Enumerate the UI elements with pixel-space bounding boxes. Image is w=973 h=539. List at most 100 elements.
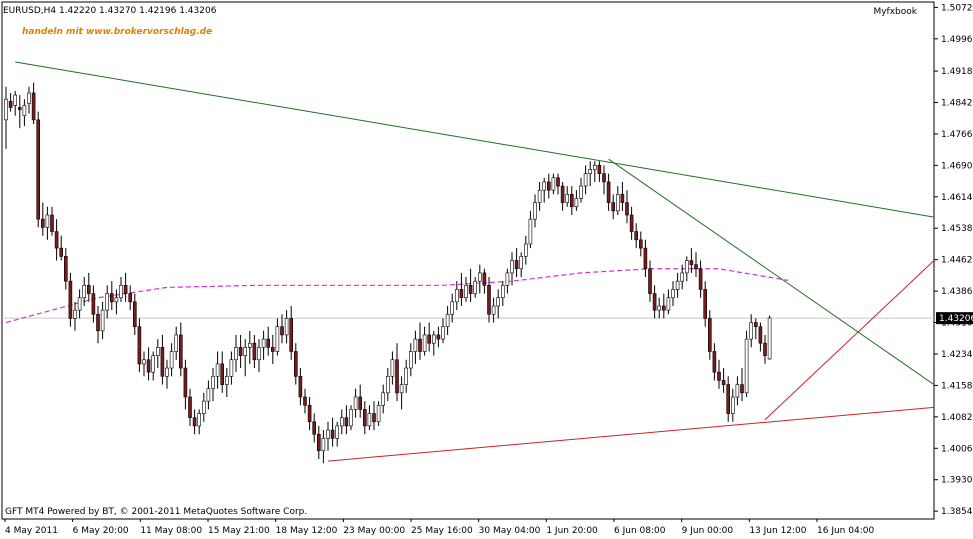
candle-body <box>54 231 59 249</box>
candle-body <box>602 173 606 183</box>
candle-body <box>31 92 36 121</box>
candle-body <box>735 384 740 398</box>
candle-body <box>8 100 13 108</box>
y-tick-label: 1.47660 <box>941 130 973 140</box>
moving-average-layer <box>5 268 789 324</box>
candle-body <box>225 376 229 385</box>
candle-body <box>763 342 767 356</box>
candle-body <box>110 293 114 303</box>
candle-body <box>142 359 146 365</box>
candle-body <box>698 268 703 290</box>
candle-body <box>721 380 726 385</box>
candle-body <box>726 384 731 414</box>
candle-body <box>123 285 128 294</box>
candle-body <box>59 247 64 257</box>
candle-body <box>505 272 510 286</box>
candle-body <box>362 409 367 427</box>
candle-body <box>266 338 271 348</box>
x-tick-label: 18 May 12:00 <box>276 526 338 536</box>
candle-body <box>454 289 459 303</box>
candle-body <box>730 396 735 414</box>
candle-body <box>638 239 643 249</box>
y-tick-label: 1.43860 <box>941 287 973 297</box>
y-tick-label: 1.40820 <box>941 413 973 423</box>
y-tick-label: 1.44620 <box>941 256 973 266</box>
candle-body <box>464 285 468 299</box>
candle-body <box>385 376 390 394</box>
candle-body <box>174 334 178 352</box>
candle-body <box>404 367 409 385</box>
candle-body <box>316 433 321 452</box>
candle-body <box>468 285 473 294</box>
candle-body <box>206 388 211 402</box>
candle-body <box>119 285 123 299</box>
y-tick-label: 1.42340 <box>941 350 973 360</box>
header-layer: EURUSD,H4 1.42220 1.43270 1.42196 1.4320… <box>3 6 918 517</box>
candle-body <box>569 194 574 208</box>
candle-body <box>422 334 427 352</box>
candle-body <box>450 301 455 315</box>
symbol-ohlc-label: EURUSD,H4 1.42220 1.43270 1.42196 1.4320… <box>3 6 217 16</box>
candle-body <box>326 429 330 439</box>
candle-body <box>758 326 763 344</box>
y-tick-label: 1.46140 <box>941 193 973 203</box>
candle-body <box>712 351 717 373</box>
candle-body <box>82 285 86 299</box>
candle-body <box>510 260 514 274</box>
candle-body <box>744 338 749 394</box>
candle-body <box>96 313 100 332</box>
trendline-red <box>327 406 935 462</box>
x-tick-label: 11 May 08:00 <box>140 526 202 536</box>
candle-body <box>188 396 192 418</box>
candle-body <box>583 173 588 187</box>
candle-body <box>749 322 754 340</box>
candle-body <box>500 285 505 299</box>
x-tick-label: 16 Jun 04:00 <box>817 526 874 536</box>
candle-body <box>431 334 436 344</box>
candle-body <box>330 429 335 439</box>
trendline-layer <box>15 61 935 462</box>
candle-body <box>767 317 772 360</box>
x-tick-label: 30 May 04:00 <box>479 526 541 536</box>
candle-body <box>657 305 662 311</box>
candle-body <box>114 297 119 303</box>
candle-body <box>523 243 528 257</box>
y-tick-label: 1.40060 <box>941 444 973 454</box>
trendline-red <box>764 260 935 421</box>
candle-body <box>556 177 560 187</box>
candle-body <box>546 181 551 191</box>
y-tick-label: 1.48420 <box>941 99 973 109</box>
candle-body <box>652 293 657 311</box>
x-tick-label: 1 Jun 20:00 <box>546 526 598 536</box>
candle-body <box>551 177 556 191</box>
candle-body <box>284 318 289 336</box>
candle-body <box>91 293 96 315</box>
candle-body <box>183 367 188 398</box>
candle-body <box>643 247 648 270</box>
x-tick-label: 25 May 16:00 <box>411 526 473 536</box>
candle-body <box>238 347 243 356</box>
candle-body <box>335 425 340 439</box>
candle-body <box>243 347 247 356</box>
copyright-label: GFT MT4 Powered by BT, © 2001-2011 MetaQ… <box>5 507 307 517</box>
candle-body <box>293 351 298 377</box>
candle-body <box>680 272 685 282</box>
moving-average-line <box>5 268 789 324</box>
candle-body <box>482 272 487 286</box>
candle-body <box>496 297 501 307</box>
candle-body <box>353 396 358 410</box>
candle-body <box>137 326 142 365</box>
candle-body <box>275 326 280 352</box>
candle-body <box>441 326 445 340</box>
candle-body <box>367 413 372 427</box>
candle-body <box>390 359 395 377</box>
candle-body <box>303 396 307 406</box>
current-price-badge <box>936 312 973 325</box>
candle-body <box>133 301 137 327</box>
candle-body <box>27 92 31 104</box>
candle-body <box>321 438 326 452</box>
candle-body <box>165 367 169 377</box>
candle-body <box>533 202 537 220</box>
candle-body <box>298 376 303 398</box>
